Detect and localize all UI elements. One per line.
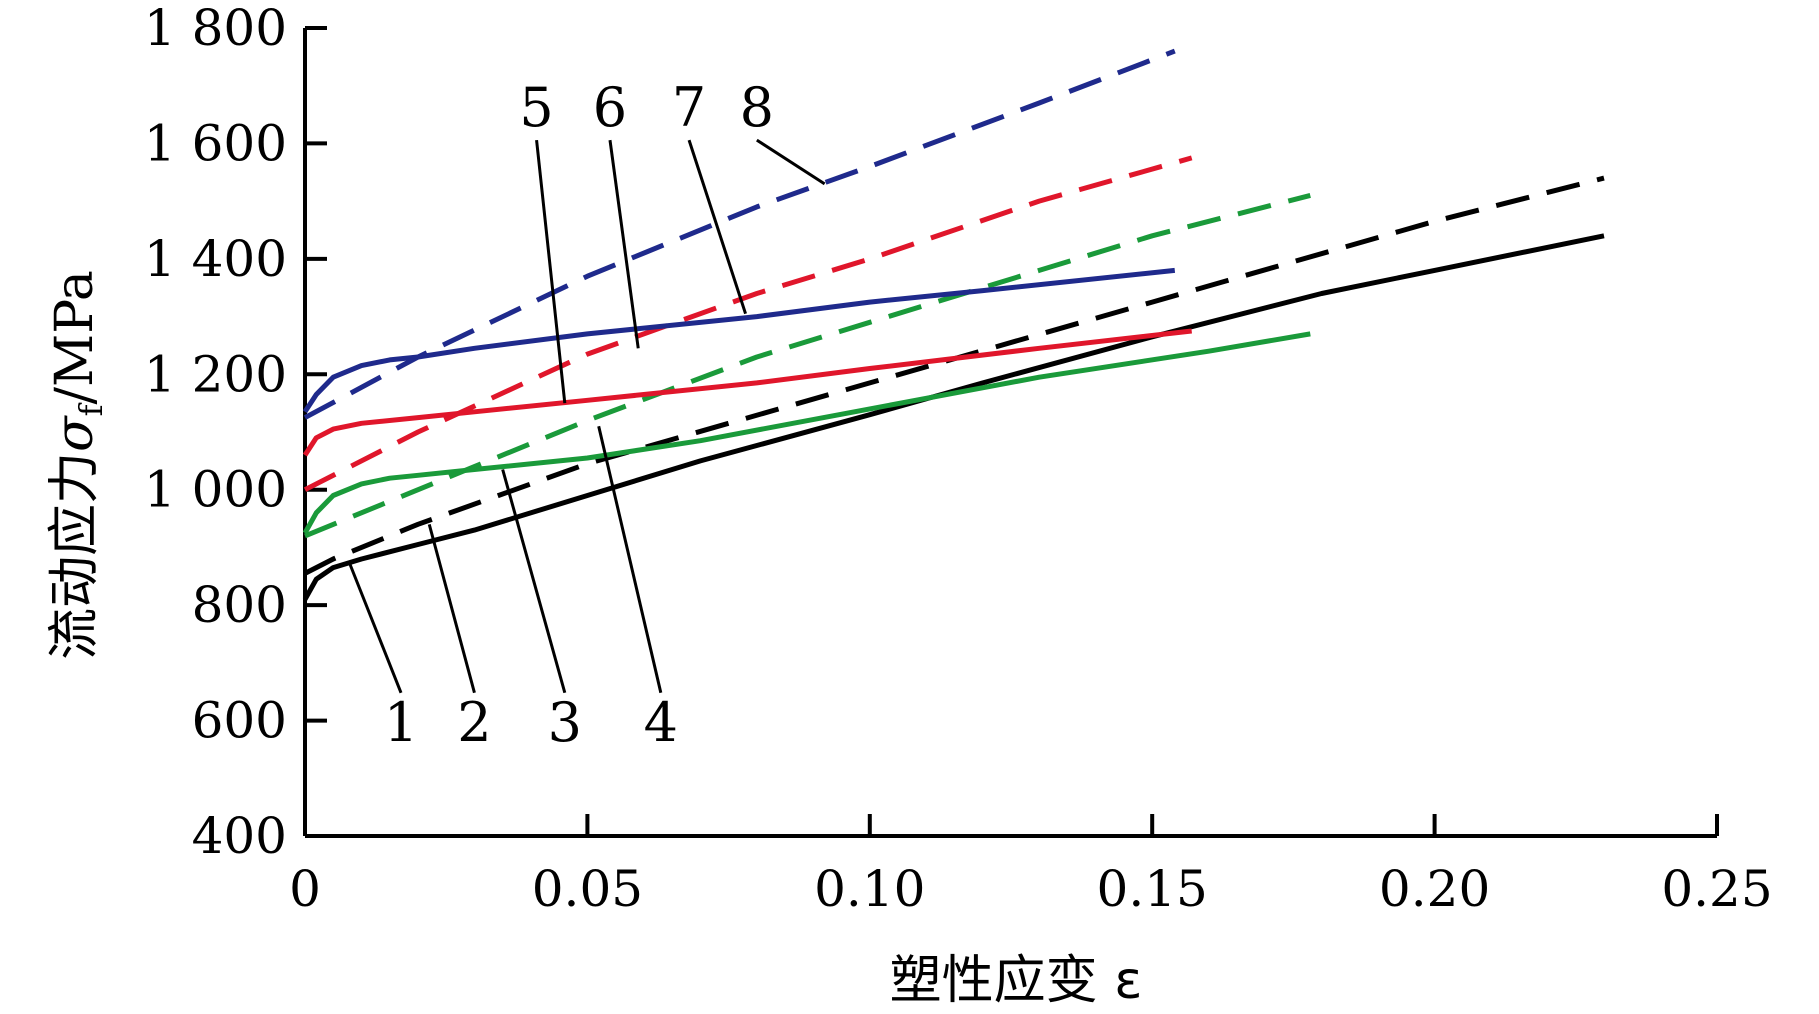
y-tick-label: 1 000 — [144, 461, 287, 519]
y-axis-title-subscript: f — [72, 402, 110, 416]
callout-label-2: 2 — [457, 691, 491, 754]
series-line-1 — [302, 233, 1605, 601]
callouts: 1 2 3 4 5 6 7 8 — [348, 76, 826, 754]
series-group — [302, 48, 1605, 601]
x-tick-label: 0.15 — [1097, 860, 1208, 918]
series-line-4 — [304, 192, 1311, 539]
callout-line-8 — [756, 138, 826, 186]
x-tick-label: 0.10 — [814, 860, 925, 918]
svg-text:流动应力σf/MPa: 流动应力σf/MPa — [45, 270, 110, 660]
y-tick-label: 600 — [192, 692, 287, 750]
series-line-5 — [302, 328, 1192, 457]
callout-line-6 — [608, 139, 640, 349]
y-tick-label: 1 200 — [144, 345, 287, 403]
x-tick-label: 0.20 — [1379, 860, 1490, 918]
callout-label-6: 6 — [593, 76, 627, 139]
axes: 400 600 800 1 000 1 200 1 400 1 600 1 800 0 0.05 0… — [144, 0, 1773, 918]
x-axis-title: 塑性应变 ε — [890, 951, 1143, 1011]
callout-line-4 — [597, 425, 663, 694]
x-tick-label: 0.25 — [1661, 860, 1772, 918]
y-tick-label: 1 400 — [144, 230, 287, 288]
callout-line-3 — [501, 469, 567, 694]
callout-label-1: 1 — [384, 691, 418, 754]
series-line-7 — [302, 267, 1176, 414]
callout-label-8: 8 — [740, 76, 774, 139]
y-axis-title-main: 流动应力 — [45, 452, 105, 660]
callout-line-5 — [535, 139, 567, 404]
series-line-8 — [303, 48, 1176, 420]
y-tick-label: 1 800 — [144, 0, 287, 57]
callout-line-2 — [427, 523, 476, 694]
y-tick-label: 400 — [192, 807, 287, 865]
y-axis-title: 流动应力σf/MPa — [45, 270, 110, 660]
callout-line-1 — [348, 564, 403, 694]
y-tick-label: 1 600 — [144, 114, 287, 172]
series-line-6 — [303, 155, 1193, 492]
callout-label-7: 7 — [672, 76, 706, 139]
y-axis-title-unit: /MPa — [45, 270, 105, 404]
callout-label-3: 3 — [548, 691, 582, 754]
x-tick-label: 0 — [289, 860, 321, 918]
callout-line-7 — [687, 139, 747, 315]
callout-label-5: 5 — [519, 76, 553, 139]
series-line-3 — [302, 331, 1311, 535]
callout-label-4: 4 — [644, 691, 678, 754]
y-axis-title-symbol: σ — [45, 415, 105, 452]
x-tick-label: 0.05 — [532, 860, 643, 918]
y-tick-label: 800 — [192, 576, 287, 634]
series-line-2 — [303, 175, 1605, 576]
